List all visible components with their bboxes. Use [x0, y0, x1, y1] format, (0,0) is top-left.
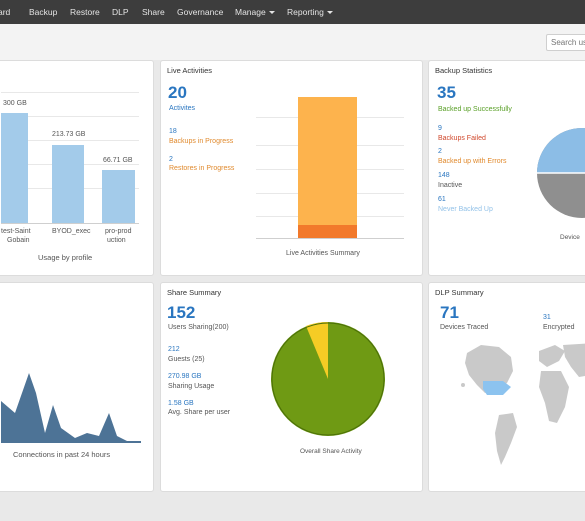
nav-item-reporting-label: Reporting — [287, 7, 324, 17]
backup-pie-chart — [537, 128, 585, 218]
users-sharing-count: 152 — [167, 303, 196, 322]
share-chart-caption: Overall Share Activity — [300, 448, 362, 455]
usage-bar-1-label: test-Saint — [1, 228, 31, 235]
usage-bar-1-label-2: Gobain — [7, 237, 30, 244]
share-summary-title: Share Summary — [167, 288, 222, 297]
inactive-label[interactable]: Inactive — [438, 182, 463, 189]
usage-bar-1 — [1, 113, 28, 223]
usage-bar-3-label-2: uction — [107, 237, 126, 244]
axis-line — [1, 223, 139, 224]
nav-item-manage[interactable]: Manage — [235, 0, 275, 24]
usage-bar-2-label: BYOD_exec — [52, 228, 91, 235]
never-backed-up-label[interactable]: Never Backed Up — [438, 206, 493, 213]
restores-in-progress-label[interactable]: Restores in Progress — [169, 165, 235, 172]
usage-bar-3 — [102, 170, 135, 223]
europe-shape — [539, 345, 565, 367]
restores-in-progress-count[interactable]: 2 — [169, 156, 173, 163]
sub-toolbar — [0, 24, 585, 60]
nav-item-share[interactable]: Share — [142, 7, 165, 17]
search-input[interactable] — [546, 34, 585, 51]
axis-line — [256, 238, 404, 239]
sharing-usage-label[interactable]: Sharing Usage — [168, 383, 215, 390]
chevron-down-icon — [326, 11, 333, 15]
backup-statistics-title: Backup Statistics — [435, 66, 493, 75]
usage-chart-caption: Usage by profile — [38, 253, 93, 262]
pie-slice-yellow — [306, 321, 328, 379]
inactive-count[interactable]: 148 — [438, 172, 450, 179]
share-summary-panel: Share Summary 152 Users Sharing(200) 212… — [160, 282, 423, 492]
usage-by-profile-panel: 300 GB 213.73 GB 66.71 GB test-Saint Gob… — [0, 60, 154, 276]
usage-bar-3-label: pro-prod — [105, 228, 132, 235]
encrypted-label: Encrypted — [543, 324, 575, 331]
avg-share-value[interactable]: 1.58 GB — [168, 400, 194, 407]
asia-shape — [563, 343, 585, 377]
connections-area — [1, 373, 141, 443]
usage-bar-3-value: 66.71 GB — [103, 157, 133, 164]
backups-in-progress-count[interactable]: 18 — [169, 128, 177, 135]
island-dot — [461, 383, 465, 387]
live-bar-restores — [298, 225, 357, 238]
africa-shape — [539, 371, 569, 423]
connections-panel: Connections in past 24 hours — [0, 282, 154, 492]
dlp-summary-title: DLP Summary — [435, 288, 484, 297]
live-activities-count: 20 — [168, 83, 187, 102]
guests-label[interactable]: Guests (25) — [168, 356, 205, 363]
backed-up-with-errors-label[interactable]: Backed up with Errors — [438, 158, 507, 165]
connections-caption: Connections in past 24 hours — [13, 450, 111, 459]
encrypted-count: 31 — [543, 314, 551, 321]
backups-failed-count[interactable]: 9 — [438, 125, 442, 132]
world-map — [461, 343, 585, 465]
users-sharing-label: Users Sharing(200) — [168, 324, 229, 331]
nav-item-reporting[interactable]: Reporting — [287, 0, 333, 24]
nav-item-governance[interactable]: Governance — [177, 7, 224, 17]
backups-failed-label[interactable]: Backups Failed — [438, 135, 486, 142]
live-activities-panel: Live Activities 20 Activites 18 Backups … — [160, 60, 423, 276]
devices-traced-count: 71 — [440, 303, 459, 322]
south-america-shape — [495, 413, 517, 465]
nav-item-restore[interactable]: Restore — [70, 7, 100, 17]
grid-line — [1, 116, 139, 117]
nav-item-dashboard[interactable]: ard — [0, 7, 11, 17]
guests-count[interactable]: 212 — [168, 346, 180, 353]
grid-line — [1, 92, 139, 93]
usa-highlight — [483, 381, 511, 395]
live-activities-title: Live Activities — [167, 66, 213, 75]
nav-item-backup[interactable]: Backup — [29, 7, 58, 17]
avg-share-label[interactable]: Avg. Share per user — [168, 409, 231, 416]
pie-slice-success — [537, 128, 585, 173]
never-backed-up-count[interactable]: 61 — [438, 196, 446, 203]
backup-statistics-panel: Backup Statistics 35 Backed up Successfu… — [428, 60, 585, 276]
device-legend-label: Device — [560, 234, 580, 241]
backed-up-count: 35 — [437, 83, 456, 102]
connections-area-chart — [1, 373, 141, 443]
live-bar-backups — [298, 97, 357, 225]
pie-outline — [271, 322, 385, 436]
top-nav-bar: ard Backup Restore DLP Share Governance … — [0, 0, 585, 24]
usage-bar-1-value: 300 GB — [3, 100, 27, 107]
share-pie-chart — [271, 321, 385, 436]
sharing-usage-value[interactable]: 270.98 GB — [168, 373, 202, 380]
chevron-down-icon — [268, 11, 275, 15]
grid-line — [1, 140, 139, 141]
backed-up-with-errors-count[interactable]: 2 — [438, 148, 442, 155]
backups-in-progress-label[interactable]: Backups in Progress — [169, 138, 234, 145]
dlp-summary-panel: DLP Summary 71 Devices Traced 31 Encrypt… — [428, 282, 585, 492]
devices-traced-label: Devices Traced — [440, 324, 489, 331]
usage-bar-2-value: 213.73 GB — [52, 131, 86, 138]
backed-up-successfully-label: Backed up Successfully — [438, 106, 512, 113]
nav-item-manage-label: Manage — [235, 7, 266, 17]
nav-item-dlp[interactable]: DLP — [112, 7, 129, 17]
live-activities-caption: Live Activities Summary — [286, 250, 360, 257]
live-activities-count-label: Activites — [169, 105, 196, 112]
usage-bar-2 — [52, 145, 84, 223]
